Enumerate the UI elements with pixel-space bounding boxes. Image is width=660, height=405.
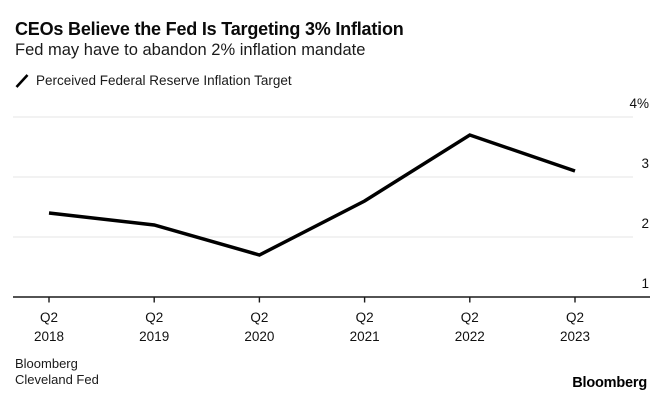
legend: Perceived Federal Reserve Inflation Targ… <box>15 73 292 88</box>
chart-subtitle: Fed may have to abandon 2% inflation man… <box>15 41 366 59</box>
slash-line-icon <box>15 73 29 88</box>
x-tick-label-year: 2020 <box>244 329 274 344</box>
y-tick-label: 1 <box>641 276 649 291</box>
x-tick-label-year: 2022 <box>455 329 485 344</box>
x-tick-label-quarter: Q2 <box>250 310 268 325</box>
x-tick-label-quarter: Q2 <box>40 310 58 325</box>
source-note: Bloomberg Cleveland Fed <box>15 356 99 387</box>
y-tick-label: 2 <box>641 216 649 231</box>
x-tick-label-year: 2019 <box>139 329 169 344</box>
y-tick-label: 3 <box>641 156 649 171</box>
source-line-2: Cleveland Fed <box>15 371 99 387</box>
x-tick-label-quarter: Q2 <box>461 310 479 325</box>
y-tick-label: 4% <box>629 96 649 111</box>
x-tick-label-year: 2018 <box>34 329 64 344</box>
line-chart: 1 2 3 4% Q2 2018 Q2 2019 Q2 2020 Q2 2021 Q2 2022 Q2 202… <box>13 96 650 344</box>
legend-label: Perceived Federal Reserve Inflation Targ… <box>36 73 292 88</box>
source-line-1: Bloomberg <box>15 356 78 371</box>
series-line <box>48 133 576 257</box>
chart-title: CEOs Believe the Fed Is Targeting 3% Inf… <box>15 19 404 39</box>
x-tick-label-year: 2021 <box>350 329 380 344</box>
bloomberg-logo: Bloomberg <box>572 375 647 391</box>
x-tick-label-quarter: Q2 <box>566 310 584 325</box>
x-tick-label-year: 2023 <box>560 329 590 344</box>
x-tick-label-quarter: Q2 <box>145 310 163 325</box>
x-tick-label-quarter: Q2 <box>356 310 374 325</box>
